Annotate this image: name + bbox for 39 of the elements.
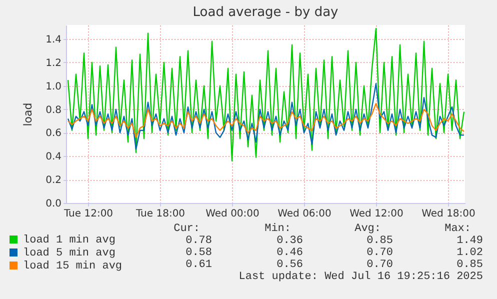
x-tick-label: Wed 06:00 xyxy=(278,208,332,220)
y-axis-title: load xyxy=(22,102,35,126)
text: 0.70 xyxy=(366,247,393,259)
text: Max: xyxy=(444,223,471,235)
x-tick-label: Tue 12:00 xyxy=(62,208,114,220)
line-series xyxy=(67,28,465,162)
y-tick-label: 1.0 xyxy=(46,81,62,92)
y-tick-label: 0.8 xyxy=(46,104,62,116)
legend-label: load 5 min avg xyxy=(23,248,116,260)
x-tick-label: Wed 12:00 xyxy=(350,208,404,220)
text: 0.36 xyxy=(276,235,303,247)
y-tick-label: 0.6 xyxy=(46,128,62,140)
y-tick-label: 0.2 xyxy=(46,175,62,186)
text: 0.70 xyxy=(366,259,393,271)
y-tick-label: 1.2 xyxy=(46,58,62,69)
text: 0.46 xyxy=(276,247,303,259)
y-tick-label: 1.4 xyxy=(46,34,62,46)
text: Cur: xyxy=(174,223,200,235)
text: 1.02 xyxy=(456,247,483,259)
text: Avg: xyxy=(354,223,381,235)
line-series xyxy=(67,82,465,150)
text: Min: xyxy=(264,223,291,235)
text: 0.85 xyxy=(366,235,393,247)
legend-label: load 15 min avg xyxy=(23,260,122,272)
x-tick-label: Wed 00:00 xyxy=(206,208,260,220)
chart-title: Load average - by day xyxy=(192,5,339,20)
x-tick-label: Tue 18:00 xyxy=(134,208,186,220)
text: 1.49 xyxy=(456,235,483,247)
y-tick-label: 0.4 xyxy=(46,152,62,163)
y-tick-label: 0.0 xyxy=(46,198,62,210)
text: 0.61 xyxy=(186,259,212,271)
text: 0.85 xyxy=(456,259,483,271)
line-series xyxy=(67,102,465,138)
x-tick-label: Wed 18:00 xyxy=(422,208,476,220)
text: 0.58 xyxy=(186,247,212,259)
text: 0.78 xyxy=(186,235,212,247)
text: Last update: Wed Jul 16 19:25:16 2025 xyxy=(238,271,483,283)
legend-label: load 1 min avg xyxy=(23,234,116,246)
text: 0.56 xyxy=(276,259,303,271)
